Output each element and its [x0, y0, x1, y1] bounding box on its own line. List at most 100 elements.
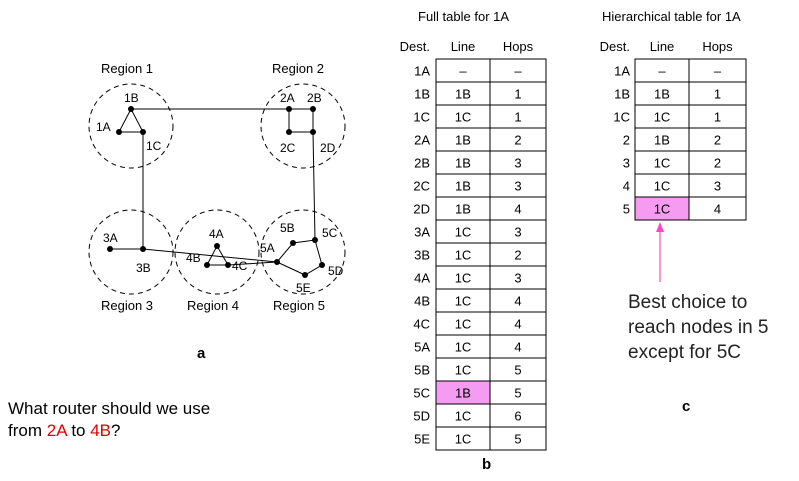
hier-table-dest-3: 3 — [623, 156, 630, 171]
hier-table-highlight-cell — [635, 197, 689, 220]
full-table-line-1A: – — [459, 64, 467, 79]
hier-table: Dest. Line Hops 1A – – 1B 1B 1 1C 1C 1 2 1B 2 3 1C 2 4 1C 3 5… — [600, 39, 747, 221]
full-table-line-1B: 1B — [455, 87, 471, 102]
label-2D: 2D — [320, 141, 336, 155]
caption-a: a — [197, 345, 206, 362]
full-table-hops-5C: 5 — [514, 386, 521, 401]
hier-table-line-1A: – — [658, 64, 666, 79]
node-5B — [290, 240, 296, 246]
full-table-line-4A: 1C — [455, 271, 472, 286]
full-table-line-2A: 1B — [455, 133, 471, 148]
full-table-dest-5B: 5B — [414, 363, 430, 378]
full-table-line-2D: 1B — [455, 202, 471, 217]
annotation-line-1: Best choice to — [628, 292, 748, 313]
node-1B — [128, 106, 134, 112]
hier-table-hops-1B: 1 — [714, 87, 721, 102]
hier-table-dest-5: 5 — [623, 202, 630, 217]
full-table-hops-2D: 4 — [514, 202, 521, 217]
annotation-line-2: reach nodes in 5 — [628, 317, 769, 338]
caption-b: b — [482, 456, 492, 473]
full-table-dest-1C: 1C — [413, 110, 430, 125]
region-5-circle — [260, 209, 346, 295]
full-table-dest-2D: 2D — [413, 202, 430, 217]
node-2B — [310, 106, 316, 112]
hier-table-line-4: 1C — [654, 179, 671, 194]
hier-table-hops-3: 2 — [714, 156, 721, 171]
full-table-hops-5B: 5 — [514, 363, 521, 378]
full-table-dest-4C: 4C — [413, 317, 430, 332]
label-5D: 5D — [328, 264, 344, 278]
node-3A — [107, 246, 113, 252]
label-1A: 1A — [96, 120, 111, 134]
label-4A: 4A — [209, 227, 224, 241]
full-table-line-4C: 1C — [455, 317, 472, 332]
full-table-hops-3B: 2 — [514, 248, 521, 263]
full-table-highlight-cell — [436, 381, 490, 404]
label-1C: 1C — [146, 139, 162, 153]
hier-table-dest-4: 4 — [623, 179, 630, 194]
question-line-2: from 2A to 4B? — [8, 420, 210, 442]
region-2-label: Region 2 — [272, 61, 324, 76]
question-to: to — [66, 421, 91, 440]
node-4A — [214, 243, 220, 249]
label-3A: 3A — [103, 231, 118, 245]
full-table-line-5B: 1C — [455, 363, 472, 378]
full-table-dest-3A: 3A — [414, 225, 430, 240]
full-table-line-4B: 1C — [455, 294, 472, 309]
region-1-label: Region 1 — [101, 61, 153, 76]
hier-table-line-2: 1B — [654, 133, 670, 148]
hier-table-header-hops: Hops — [702, 39, 733, 54]
full-table-header-dest: Dest. — [400, 39, 430, 54]
links — [110, 108, 323, 276]
annotation-arrow — [656, 222, 664, 282]
full-table-dest-5A: 5A — [414, 340, 430, 355]
full-table-hops-4B: 4 — [514, 294, 521, 309]
node-3B — [140, 246, 146, 252]
full-table-hops-4C: 4 — [514, 317, 521, 332]
hier-table-hops-1A: – — [714, 64, 722, 79]
full-table-dest-1A: 1A — [414, 64, 430, 79]
annotation-text: Best choice to reach nodes in 5 except f… — [628, 290, 769, 365]
label-5E: 5E — [296, 281, 311, 295]
label-4B: 4B — [186, 251, 201, 265]
region-3-circle — [88, 209, 174, 295]
question-src: 2A — [46, 421, 67, 440]
full-table-hops-4A: 3 — [514, 271, 521, 286]
node-2C — [286, 129, 292, 135]
node-5A — [274, 259, 280, 265]
full-table-line-3B: 1C — [455, 248, 472, 263]
node-5E — [302, 272, 308, 278]
full-table: Dest. Line Hops 1A – – 1B 1B 1 1C 1C 1 2A 1B 2 2B 1B 3 2C 1… — [400, 39, 547, 451]
region-5-label: Region 5 — [273, 298, 325, 313]
region-1-circle — [88, 83, 174, 169]
full-table-line-5C: 1B — [455, 386, 471, 401]
label-5A: 5A — [260, 241, 275, 255]
label-5C: 5C — [322, 226, 338, 240]
hier-table-line-3: 1C — [654, 156, 671, 171]
question-mark: ? — [111, 421, 121, 440]
nodes — [107, 106, 325, 278]
full-table-header-line: Line — [451, 39, 476, 54]
label-4C: 4C — [232, 259, 248, 273]
caption-c: c — [682, 398, 691, 415]
node-5D — [319, 262, 325, 268]
full-table-hops-3A: 3 — [514, 225, 521, 240]
full-table-line-5D: 1C — [455, 409, 472, 424]
full-table-line-2B: 1B — [455, 156, 471, 171]
node-1C — [140, 129, 146, 135]
full-table-dest-1B: 1B — [414, 87, 430, 102]
region-3-label: Region 3 — [101, 298, 153, 313]
region-4-label: Region 4 — [187, 298, 239, 313]
full-table-line-5E: 1C — [455, 432, 472, 447]
hier-table-dest-1B: 1B — [614, 87, 630, 102]
region-labels: Region 1 Region 2 Region 3 Region 4 Regi… — [101, 61, 325, 313]
full-table-line-5A: 1C — [455, 340, 472, 355]
question-dst: 4B — [90, 421, 112, 440]
node-labels: 1B 1A 1C 2A 2B 2C 2D 3A 3B 4A 4B 4C 5A 5… — [96, 91, 344, 295]
full-table-dest-5E: 5E — [414, 432, 430, 447]
hier-table-hops-2: 2 — [714, 133, 721, 148]
node-2A — [286, 106, 292, 112]
full-table-dest-2B: 2B — [414, 156, 430, 171]
hier-table-hops-4: 3 — [714, 179, 721, 194]
